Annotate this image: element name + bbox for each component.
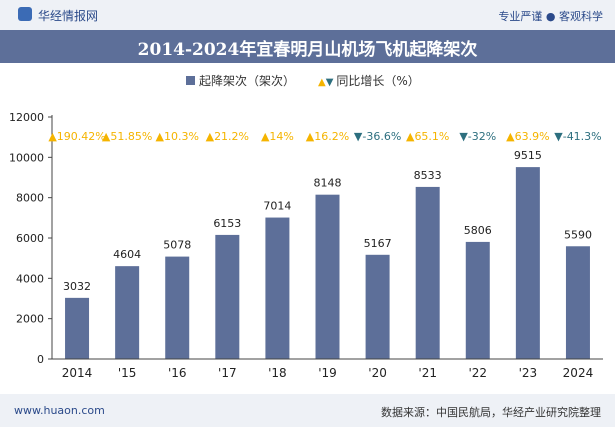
growth-label: ▲190.42% <box>48 130 105 143</box>
x-tick-label: '21 <box>418 366 437 380</box>
bar <box>65 297 90 359</box>
bar <box>215 234 240 359</box>
bar-value-label: 5078 <box>163 239 191 252</box>
x-tick-label: 2024 <box>563 366 594 380</box>
bar <box>365 254 390 359</box>
y-tick-label: 10000 <box>9 151 44 164</box>
bar-value-label: 8533 <box>414 169 442 182</box>
y-tick-label: 6000 <box>16 232 44 245</box>
x-tick-label: '23 <box>519 366 538 380</box>
growth-label: ▲21.2% <box>206 130 249 143</box>
growth-label: ▲65.1% <box>406 130 449 143</box>
y-axis: 0 2000 4000 6000 8000 10000 12000 <box>9 111 53 366</box>
bottom-bar: www.huaon.com 数据来源：中国民航局，华经产业研究院整理 <box>0 394 615 427</box>
brand-name: 华经情报网 <box>38 9 99 23</box>
legend-bar-label: 起降架次（架次） <box>199 74 296 88</box>
bar <box>265 217 290 359</box>
x-tick-label: 2014 <box>62 366 93 380</box>
growth-label: ▲14% <box>261 130 294 143</box>
y-tick-label: 4000 <box>16 272 44 285</box>
growth-label: ▲51.85% <box>102 130 152 143</box>
x-tick-label: '22 <box>468 366 487 380</box>
top-bar: 华经情报网 专业严谨 ● 客观科学 <box>0 0 615 30</box>
tagline: 专业严谨 ● 客观科学 <box>498 10 603 23</box>
x-tick-label: '18 <box>268 366 287 380</box>
bars: 3032 4604 5078 6153 7014 8148 5167 8533 5806 9515… <box>63 149 592 359</box>
bar <box>565 246 590 359</box>
data-source: 数据来源：中国民航局，华经产业研究院整理 <box>381 406 601 419</box>
bar <box>465 241 490 359</box>
bar-swatch-icon <box>186 76 195 85</box>
y-tick-label: 8000 <box>16 192 44 205</box>
legend: 起降架次（架次） ▲▼ 同比增长（%） <box>0 72 615 88</box>
growth-label: ▲63.9% <box>506 130 549 143</box>
bar <box>315 194 340 359</box>
bar-value-label: 3032 <box>63 280 91 293</box>
up-triangle-icon: ▲ <box>318 77 326 88</box>
growth-label: ▼-41.3% <box>554 130 601 143</box>
x-tick-label: '20 <box>368 366 387 380</box>
bar-value-label: 6153 <box>213 217 241 230</box>
bar <box>515 167 540 359</box>
site-url: www.huaon.com <box>14 404 105 417</box>
down-triangle-icon: ▼ <box>325 77 334 88</box>
title-bar: 2014-2024年宜春明月山机场飞机起降架次 <box>0 30 615 63</box>
growth-label: ▼-36.6% <box>354 130 401 143</box>
bar <box>115 266 140 359</box>
bar-value-label: 5167 <box>364 237 392 250</box>
bar <box>415 186 440 359</box>
x-tick-label: '15 <box>118 366 137 380</box>
legend-growth-label: 同比增长（%） <box>336 74 420 88</box>
bar-value-label: 5590 <box>564 228 592 241</box>
growth-label: ▲16.2% <box>306 130 349 143</box>
bar-value-label: 4604 <box>113 248 141 261</box>
bar-chart: 0 2000 4000 6000 8000 10000 12000 3032 4604 5078… <box>9 111 603 380</box>
legend-item-bars: 起降架次（架次） <box>186 72 295 89</box>
bar-value-label: 5806 <box>464 224 492 237</box>
bar-value-label: 8148 <box>314 177 342 190</box>
chart-title: 2014-2024年宜春明月山机场飞机起降架次 <box>137 40 478 60</box>
y-tick-label: 2000 <box>16 313 44 326</box>
legend-item-growth: ▲▼ 同比增长（%） <box>318 72 420 89</box>
x-tick-label: '17 <box>218 366 237 380</box>
x-tick-label: '16 <box>168 366 187 380</box>
bar-value-label: 7014 <box>263 200 291 213</box>
y-tick-label: 0 <box>37 353 44 366</box>
x-tick-label: '19 <box>318 366 337 380</box>
growth-label: ▲10.3% <box>156 130 199 143</box>
bar <box>165 256 190 359</box>
brand-logo-icon <box>18 7 32 21</box>
bar-value-label: 9515 <box>514 149 542 162</box>
x-axis: 2014 '15 '16 '17 '18 '19 '20 '21 '22 '23 2024 <box>52 358 603 380</box>
growth-labels: ▲190.42%▲51.85% ▲10.3% ▲21.2% ▲14% ▲16.2% ▼-3… <box>48 130 601 143</box>
growth-label: ▼-32% <box>459 130 496 143</box>
y-tick-label: 12000 <box>9 111 44 124</box>
